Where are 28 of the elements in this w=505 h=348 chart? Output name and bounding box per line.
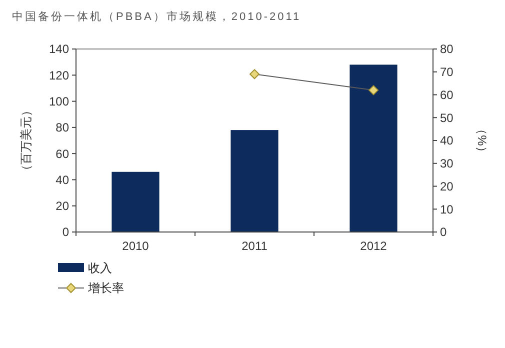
y2-tick-label: 20 <box>440 179 454 194</box>
bar <box>350 64 398 232</box>
y-tick-label: 80 <box>56 120 70 135</box>
legend-label: 收入 <box>88 261 112 276</box>
y2-tick-label: 10 <box>440 202 454 216</box>
x-tick-label: 2011 <box>242 239 268 253</box>
y-tick-label: 60 <box>56 146 70 161</box>
y-tick-label: 0 <box>62 225 70 240</box>
x-tick-label: 2010 <box>122 239 150 253</box>
y2-tick-label: 60 <box>440 88 454 102</box>
y2-tick-label: 0 <box>440 225 447 240</box>
y2-tick-label: 50 <box>440 110 454 125</box>
chart-title: 中国备份一体机（PBBA）市场规模，2010-2011 <box>12 10 302 23</box>
y-tick-label: 100 <box>48 94 70 108</box>
y2-tick-label: 80 <box>440 42 454 56</box>
y2-tick-label: 70 <box>440 65 454 80</box>
legend-label: 增长率 <box>87 281 124 296</box>
y-tick-label: 140 <box>48 42 70 56</box>
bar <box>112 172 160 232</box>
y2-tick-label: 40 <box>440 134 454 148</box>
y2-tick-label: 30 <box>440 156 454 171</box>
y-tick-label: 20 <box>56 199 70 214</box>
y-axis-title: （百万美元） <box>19 104 33 176</box>
y2-axis-title: （%） <box>475 123 489 158</box>
y-tick-label: 40 <box>56 172 70 187</box>
bar <box>230 130 278 232</box>
x-tick-label: 2012 <box>360 239 388 253</box>
y-tick-label: 120 <box>48 68 70 82</box>
